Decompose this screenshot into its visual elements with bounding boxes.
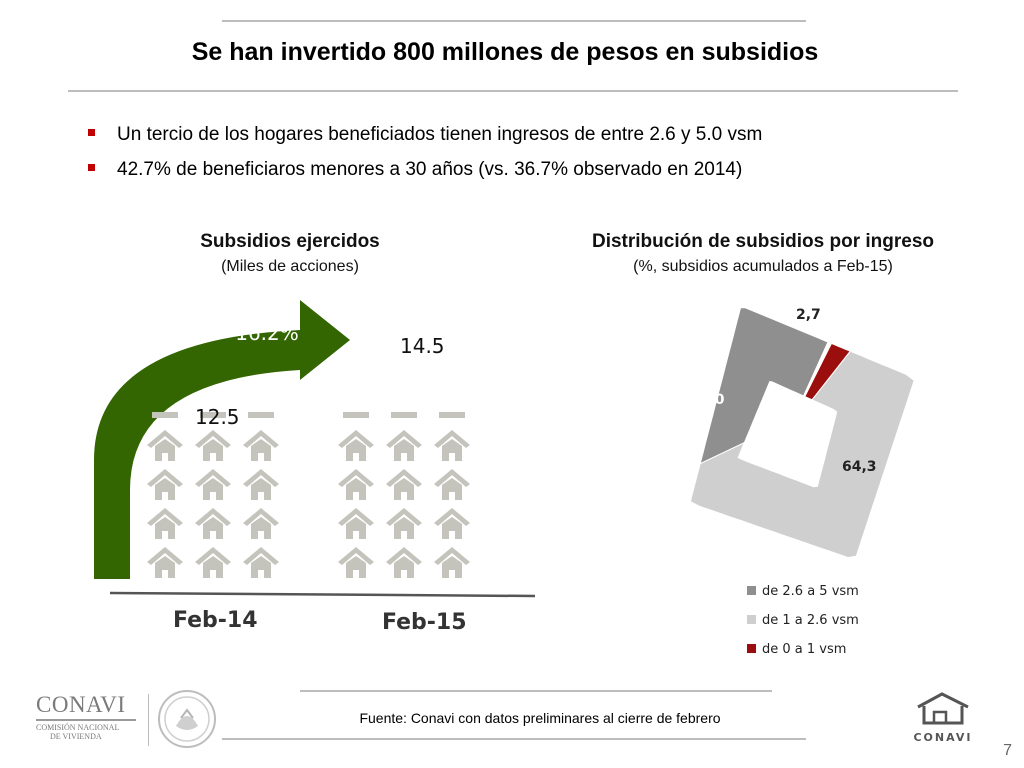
bullet-text: 42.7% de beneficiaros menores a 30 años … — [117, 159, 743, 180]
house-icon — [386, 547, 422, 578]
source-note: Fuente: Conavi con datos preliminares al… — [359, 710, 721, 726]
house-icon — [434, 547, 470, 578]
x-axis-line — [109, 591, 536, 598]
house-icon — [434, 508, 470, 539]
house-logo-icon — [917, 692, 969, 725]
legend-label: de 0 a 1 vsm — [762, 642, 847, 657]
right-chart-title: Distribución de subsidios por ingreso — [591, 231, 935, 252]
house-icon — [386, 508, 422, 539]
house-icon — [195, 508, 231, 539]
legend-swatch — [747, 644, 756, 653]
logo-left-text: CONAVI — [36, 692, 126, 717]
national-seal — [158, 690, 216, 748]
page-number: 7 — [1003, 742, 1012, 759]
house-icon — [243, 547, 279, 578]
footer-rule-bottom — [222, 738, 806, 740]
right-chart-subtitle: (%, subsidios acumulados a Feb-15) — [633, 258, 893, 275]
legend-swatch — [747, 586, 756, 595]
house-icon — [147, 547, 183, 578]
legend-label: de 1 a 2.6 vsm — [762, 613, 859, 628]
house-icon — [195, 547, 231, 578]
title-rule — [68, 90, 958, 92]
slice-label-26-5: 33,0 — [690, 392, 725, 408]
logo-left-sub2: DE VIVIENDA — [50, 732, 102, 741]
house-icon — [434, 469, 470, 500]
left-chart-subtitle: (Miles de acciones) — [221, 258, 359, 275]
house-icon — [338, 547, 374, 578]
house-icon — [243, 508, 279, 539]
value-label-feb14: 12.5 — [195, 405, 240, 429]
divider-line — [148, 694, 149, 746]
partial-house-icon — [248, 412, 274, 418]
partial-house-icon — [439, 412, 465, 418]
legend-swatch — [747, 615, 756, 624]
legend-label: de 2.6 a 5 vsm — [762, 584, 859, 599]
left-chart-title: Subsidios ejercidos — [200, 231, 380, 252]
conavi-logo-left: CONAVI COMISIÓN NACIONAL DE VIVIENDA — [36, 692, 136, 741]
house-icon — [147, 469, 183, 500]
partial-house-icon — [391, 412, 417, 418]
slice-label-1-26: 64,3 — [842, 459, 877, 475]
house-icon — [338, 469, 374, 500]
footer-rule-top — [300, 690, 772, 692]
growth-label: 16.2% — [235, 321, 299, 345]
bullet-marker — [88, 129, 95, 136]
bullet-1: Un tercio de los hogares beneficiados ti… — [88, 124, 762, 146]
houses-layer — [147, 412, 470, 578]
slice-label-0-1: 2,7 — [796, 307, 821, 323]
house-icon — [243, 469, 279, 500]
subsidios-chart: 16.2% — [94, 300, 536, 598]
partial-house-icon — [200, 412, 226, 418]
distribution-chart: 2,7 64,3 33,0 — [689, 307, 915, 559]
bullet-text: Un tercio de los hogares beneficiados ti… — [117, 124, 763, 145]
logo-left-sub1: COMISIÓN NACIONAL — [36, 723, 120, 732]
house-icon — [147, 508, 183, 539]
slices — [689, 307, 915, 559]
partial-house-icon — [343, 412, 369, 418]
house-icon — [195, 469, 231, 500]
growth-arrow — [94, 300, 350, 579]
house-icon — [338, 508, 374, 539]
legend-item-26-5: de 2.6 a 5 vsm — [747, 584, 859, 599]
legend-item-1-26: de 1 a 2.6 vsm — [747, 613, 859, 628]
x-tick-feb15: Feb-15 — [382, 610, 467, 635]
bullet-marker — [88, 164, 95, 171]
house-icon — [338, 430, 374, 461]
house-icon — [195, 430, 231, 461]
slide-title: Se han invertido 800 millones de pesos e… — [191, 38, 819, 66]
partial-house-icon — [152, 412, 178, 418]
top-rule — [222, 20, 806, 22]
legend-item-0-1: de 0 a 1 vsm — [747, 642, 846, 657]
x-tick-feb14: Feb-14 — [173, 608, 258, 633]
house-icon — [386, 430, 422, 461]
house-icon — [434, 430, 470, 461]
bullet-2: 42.7% de beneficiaros menores a 30 años … — [88, 159, 742, 181]
logo-left-line — [36, 719, 136, 721]
logo-right-text: CONAVI — [913, 731, 973, 744]
house-icon — [386, 469, 422, 500]
conavi-logo-right: CONAVI — [912, 690, 974, 744]
house-icon — [243, 430, 279, 461]
house-icon — [147, 430, 183, 461]
slice-3 — [699, 307, 829, 465]
value-label-feb15: 14.5 — [400, 334, 445, 358]
